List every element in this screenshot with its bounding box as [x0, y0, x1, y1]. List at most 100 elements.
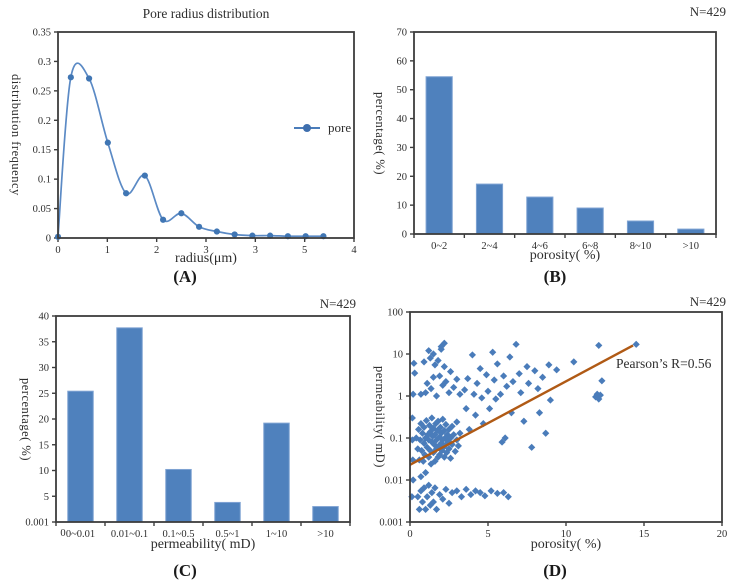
svg-text:0: 0: [60, 528, 65, 539]
svg-text:0.5~1: 0.5~1: [215, 529, 239, 540]
svg-text:60: 60: [397, 56, 408, 67]
svg-text:2~4: 2~4: [481, 241, 498, 252]
svg-text:0.01~0.1: 0.01~0.1: [111, 529, 148, 540]
bar-0.01~0.1: [116, 327, 143, 523]
bar-0.1~0.5: [165, 468, 192, 523]
svg-text:0~0.01: 0~0.01: [66, 529, 95, 540]
legend-label: pore: [328, 120, 352, 135]
svg-text:35: 35: [39, 337, 50, 348]
svg-text:3: 3: [203, 245, 208, 256]
bar-4~6: [526, 196, 554, 235]
legend-line-marker-icon: [294, 124, 320, 132]
y-axis-label: percentage( %): [373, 91, 387, 175]
svg-text:25: 25: [39, 389, 50, 400]
x-axis-label: porosity( %): [530, 537, 602, 552]
svg-text:10: 10: [393, 350, 404, 361]
svg-text:5: 5: [485, 529, 490, 540]
y-axis-label: permeability( mD): [373, 366, 387, 468]
sample-count-label: N=429: [689, 294, 726, 309]
bar-chart-canvas: 0.001 5 10 15 20 25 30 35 40 0 0~0.01 0.01~0.1 0.1~0…: [25, 312, 351, 540]
svg-text:50: 50: [397, 85, 408, 96]
svg-text:>10: >10: [683, 241, 699, 252]
scatter-chart-canvas: 0.001 0.01 0.1 1 10 100 0 5 10 15 20: [379, 308, 728, 541]
bar->10: [312, 506, 339, 523]
panel-a-pore-radius-line-chart: 0 0.05 0.1 0.15 0.2 0.25 0.3 0.35 0 1 2 3 3 5 4 Pore r…: [0, 0, 370, 293]
svg-text:0.1: 0.1: [390, 434, 403, 445]
bar-chart-canvas: 0 10 20 30 40 50 60 70 0~2 2~4 4~6 6~8 8~10 >10: [397, 28, 717, 252]
svg-text:40: 40: [39, 312, 50, 323]
svg-text:4: 4: [351, 245, 357, 256]
pearson-correlation-label: Pearson’s R=0.56: [616, 356, 712, 371]
svg-text:0.3: 0.3: [38, 57, 51, 68]
panel-b-porosity-bar-chart: 0 10 20 30 40 50 60 70 0~2 2~4 4~6 6~8 8~10 >10 N=429…: [370, 0, 740, 293]
legend-dot-icon: [303, 124, 311, 132]
svg-text:0.001: 0.001: [25, 518, 49, 529]
svg-text:15: 15: [639, 529, 650, 540]
pore-distribution-curve: [57, 62, 324, 238]
svg-text:1~10: 1~10: [266, 529, 287, 540]
y-axis-label: percentage( %): [19, 377, 33, 461]
svg-text:0.15: 0.15: [33, 145, 51, 156]
svg-text:0.001: 0.001: [379, 518, 403, 529]
svg-text:2: 2: [154, 245, 159, 256]
svg-text:0.1~0.5: 0.1~0.5: [163, 529, 195, 540]
svg-text:70: 70: [397, 28, 408, 39]
svg-text:0: 0: [55, 245, 60, 256]
line-chart-canvas: 0 0.05 0.1 0.15 0.2 0.25 0.3 0.35 0 1 2 3 3 5 4: [33, 28, 358, 257]
bar-0.5~1: [214, 501, 241, 523]
bar-8~10: [626, 220, 655, 235]
svg-text:6~8: 6~8: [582, 241, 598, 252]
svg-text:5: 5: [302, 245, 307, 256]
svg-text:0: 0: [407, 529, 412, 540]
svg-text:0.01: 0.01: [385, 476, 403, 487]
svg-text:100: 100: [387, 308, 403, 319]
panel-caption: (B): [543, 267, 567, 286]
svg-text:0.1: 0.1: [38, 175, 51, 186]
bar-6~8: [576, 207, 604, 235]
svg-text:40: 40: [397, 114, 408, 125]
svg-text:0.25: 0.25: [33, 86, 51, 97]
x-axis-label: permeability( mD): [150, 537, 256, 552]
svg-text:4~6: 4~6: [532, 241, 548, 252]
svg-text:10: 10: [39, 466, 50, 477]
panel-caption: (C): [173, 561, 197, 580]
sample-count-label: N=429: [319, 296, 356, 311]
svg-text:20: 20: [397, 172, 408, 183]
svg-text:30: 30: [39, 363, 50, 374]
scatter-points: [408, 339, 640, 513]
bar-2~4: [475, 183, 504, 235]
trend-line: [409, 344, 634, 466]
x-axis-label: radius(μm): [175, 251, 237, 266]
panel-caption: (D): [543, 561, 567, 580]
svg-text:>10: >10: [317, 529, 333, 540]
panel-d-porosity-permeability-scatter: 0.001 0.01 0.1 1 10 100 0 5 10 15 20 N=429 permeab…: [370, 294, 740, 587]
svg-text:15: 15: [39, 440, 50, 451]
svg-text:1: 1: [105, 245, 110, 256]
svg-text:0: 0: [402, 230, 407, 241]
y-axis-label: distribution frequency: [9, 74, 23, 196]
svg-text:10: 10: [561, 529, 572, 540]
svg-text:0~2: 0~2: [431, 241, 447, 252]
panel-c-permeability-bar-chart: 0.001 5 10 15 20 25 30 35 40 0 0~0.01 0.01~0.1 0.1~0…: [0, 294, 370, 587]
sample-count-label: N=429: [689, 4, 726, 19]
bar-0~2: [425, 76, 453, 235]
bar-1~10: [263, 422, 290, 523]
x-axis-label: porosity( %): [529, 248, 601, 263]
bar-0~0.01: [67, 390, 94, 523]
svg-text:30: 30: [397, 143, 408, 154]
panel-caption: (A): [173, 267, 197, 286]
svg-text:20: 20: [39, 415, 50, 426]
svg-text:0.05: 0.05: [33, 204, 51, 215]
svg-text:10: 10: [397, 201, 408, 212]
svg-text:3: 3: [253, 245, 258, 256]
svg-text:5: 5: [44, 492, 49, 503]
svg-text:0.35: 0.35: [33, 28, 51, 39]
chart-title: Pore radius distribution: [142, 6, 270, 21]
svg-text:0.2: 0.2: [38, 116, 51, 127]
svg-text:1: 1: [398, 392, 403, 403]
svg-text:8~10: 8~10: [630, 241, 651, 252]
legend: pore: [294, 120, 351, 136]
svg-text:0: 0: [46, 234, 51, 245]
svg-text:20: 20: [717, 529, 728, 540]
